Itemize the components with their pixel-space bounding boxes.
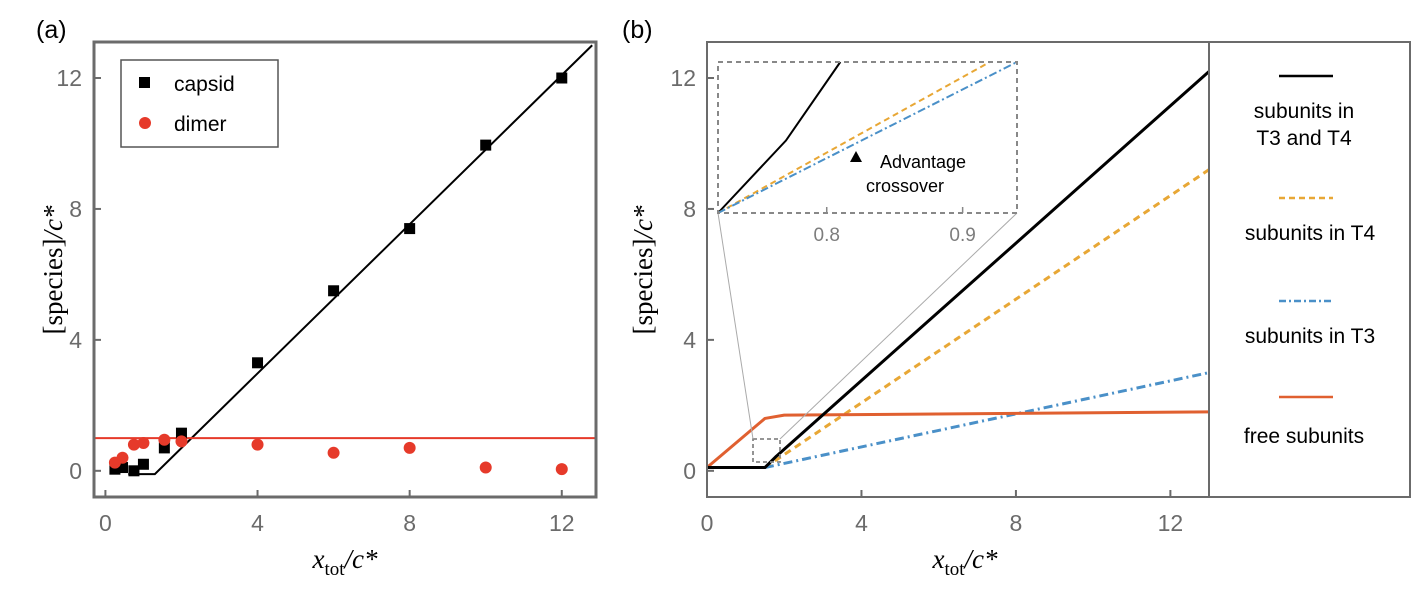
subunits-in-t3-curve — [764, 371, 1210, 470]
panel-b-label: (b) — [622, 16, 653, 44]
capsid-point — [480, 139, 492, 151]
x-label-a-var: x — [311, 544, 324, 574]
dimer-point — [327, 446, 340, 459]
zoom-connector-right — [779, 212, 1018, 440]
x-tick-label-b: 12 — [1158, 510, 1184, 536]
y-label-a-den: /c* — [38, 205, 68, 240]
legend-a: capsid dimer — [120, 59, 279, 148]
legend-b-box — [1208, 41, 1411, 498]
y-tick-label-a: 8 — [69, 196, 82, 222]
y-tick-label-b: 4 — [683, 327, 696, 353]
x-tick-label-a: 4 — [251, 510, 264, 536]
inset: 0.8 0.9 Advantage crossover — [717, 61, 1018, 246]
x-tick-label-b: 0 — [701, 510, 714, 536]
dimer-point — [555, 463, 568, 476]
dimer-point — [403, 441, 416, 454]
inset-subunits-in-t3-and-t4-curve — [717, 61, 842, 214]
capsid-point — [252, 357, 264, 369]
svg-text:xtot/c*: xtot/c* — [931, 544, 998, 580]
legend-capsid-label: capsid — [174, 73, 235, 96]
inset-x-tick-label: 0.8 — [814, 225, 840, 246]
plot-a-frame — [92, 40, 598, 499]
y-axis-label-a: [species]/c* — [38, 205, 68, 334]
x-label-b-den: /c* — [963, 544, 998, 574]
x-label-a-sub: tot — [324, 559, 345, 580]
x-axis-label-b: xtot/c* — [931, 544, 998, 580]
legend-free-label: free subunits — [1244, 425, 1364, 448]
dimer-point — [137, 436, 150, 449]
crossover-triangle-marker — [850, 151, 862, 162]
dimer-point — [158, 433, 171, 446]
capsid-point — [328, 285, 340, 297]
legend-t3t4-label: subunits in T3 and T4 — [1254, 100, 1354, 150]
zoom-connector-left — [717, 212, 754, 440]
inset-ticks: 0.8 0.9 — [814, 207, 976, 246]
free-subunits-curve — [706, 410, 1210, 469]
plot-area-a — [94, 44, 596, 477]
inset-subunits-in-t4-curve — [717, 61, 991, 214]
x-tick-label-b: 4 — [855, 510, 868, 536]
capsid-point — [404, 223, 416, 235]
x-tick-label-a: 0 — [99, 510, 112, 536]
dimer-point — [175, 435, 188, 448]
y-tick-label-b: 0 — [683, 458, 696, 484]
capsid-point — [175, 427, 187, 439]
svg-text:[species]/c*: [species]/c* — [38, 205, 68, 334]
dimer-point — [251, 438, 264, 451]
x-tick-label-a: 12 — [549, 510, 575, 536]
dimer-point — [116, 451, 129, 464]
inset-x-tick-label: 0.9 — [949, 225, 975, 246]
capsid-point — [137, 458, 149, 470]
inset-subunits-in-t3-curve — [717, 61, 1018, 214]
svg-text:xtot/c*: xtot/c* — [311, 544, 378, 580]
dimer-point — [127, 438, 140, 451]
ticks-a: 0 4 8 12 0 4 8 12 — [56, 65, 574, 536]
x-axis-label-a: xtot/c* — [311, 544, 378, 580]
legend-t4-label: subunits in T4 — [1245, 222, 1376, 245]
dimer-point — [479, 461, 492, 474]
capsid-point — [117, 462, 129, 474]
legend-dimer-label: dimer — [174, 113, 227, 136]
y-label-b-den: /c* — [628, 205, 658, 240]
y-tick-label-b: 8 — [683, 196, 696, 222]
y-axis-label-b: [species]/c* — [628, 205, 658, 334]
zoom-region-box — [752, 438, 781, 463]
panel-a-label: (a) — [36, 16, 67, 44]
y-tick-label-b: 12 — [670, 65, 696, 91]
svg-text:[species]/c*: [species]/c* — [628, 205, 658, 334]
capsid-point — [556, 72, 568, 84]
legend-b: subunits in T3 and T4 subunits in T4 subu… — [1208, 41, 1411, 498]
subunits-in-t4-curve — [764, 168, 1210, 469]
x-tick-label-a: 8 — [403, 510, 416, 536]
inset-lines — [717, 61, 1018, 214]
legend-dimer-marker — [139, 117, 151, 129]
x-tick-label-b: 8 — [1010, 510, 1023, 536]
inset-annotation: Advantage crossover — [866, 152, 966, 196]
legend-a-box — [120, 59, 279, 148]
legend-capsid-marker — [139, 77, 150, 88]
y-tick-label-a: 4 — [69, 327, 82, 353]
legend-t3-label: subunits in T3 — [1245, 325, 1375, 348]
y-label-a-text: [species] — [38, 239, 68, 335]
y-label-b-text: [species] — [628, 239, 658, 335]
x-label-b-var: x — [931, 544, 944, 574]
y-tick-label-a: 0 — [69, 458, 82, 484]
capsid-point — [128, 465, 140, 477]
x-label-b-sub: tot — [944, 559, 965, 580]
y-tick-label-a: 12 — [56, 65, 82, 91]
capsid-point — [158, 442, 170, 454]
x-label-a-den: /c* — [343, 544, 378, 574]
ticks-b: 0 4 8 12 0 4 8 12 — [670, 65, 1183, 536]
capsid-point — [109, 463, 121, 475]
